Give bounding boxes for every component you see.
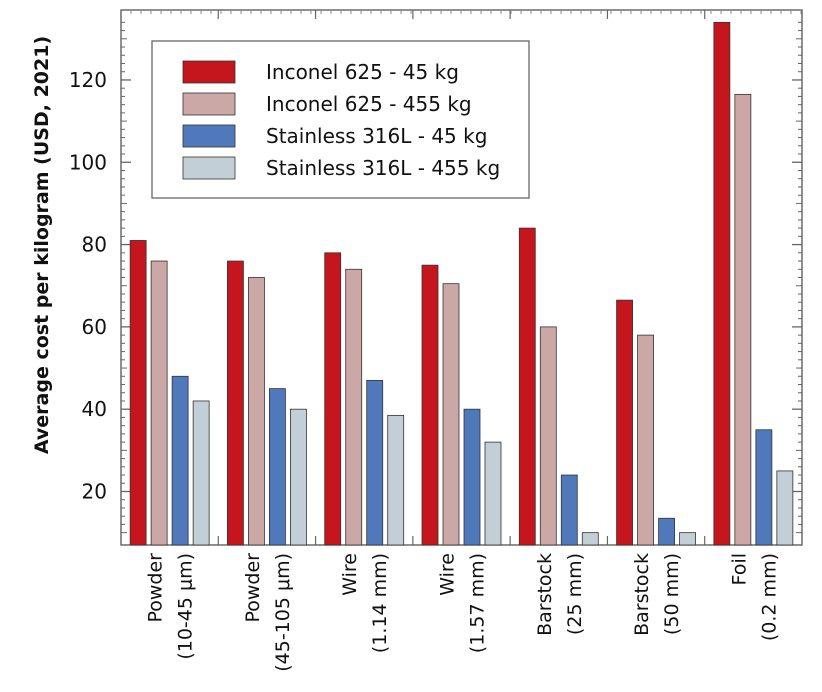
bar [421, 264, 439, 546]
bar [129, 240, 147, 546]
bar [366, 379, 384, 546]
x-category-label-line2: (50 mm) [661, 553, 683, 635]
bar [324, 252, 342, 546]
legend-entry: Stainless 316L - 455 kg [266, 156, 500, 180]
bar [248, 277, 265, 546]
y-axis-title: Average cost per kilogram (USD, 2021) [31, 36, 53, 454]
x-category-label-line1: Barstock [534, 553, 556, 636]
bar [679, 532, 696, 546]
legend-entry: Inconel 625 - 455 kg [266, 92, 472, 116]
x-category-label-line1: Barstock [631, 553, 653, 636]
bar [581, 532, 599, 546]
bar [637, 334, 654, 546]
x-category-label-line1: Foil [728, 553, 750, 585]
bar [192, 400, 210, 546]
x-category-label-line1: Wire [437, 553, 459, 596]
y-tick-labels: 20 40 60 80 100 120 [69, 68, 107, 504]
bar [616, 299, 633, 546]
bar [269, 388, 286, 546]
x-category-label-line2: (1.14 mm) [369, 553, 391, 653]
x-category-label-line2: (45-105 μm) [272, 553, 294, 672]
legend-swatch [182, 60, 236, 84]
bar [290, 408, 307, 546]
bar [387, 414, 405, 546]
legend-swatch [182, 156, 236, 180]
bar [539, 326, 557, 546]
x-category-label-line2: (25 mm) [564, 553, 586, 635]
bar [518, 227, 536, 546]
bar [734, 93, 752, 546]
bar [463, 408, 481, 546]
y-tick-label: 20 [82, 480, 107, 504]
x-category-label-line2: (1.57 mm) [467, 553, 489, 653]
bar [713, 21, 731, 546]
y-tick-label: 60 [82, 315, 107, 339]
bar [776, 470, 794, 546]
y-tick-label: 40 [82, 397, 107, 421]
x-category-label-line1: Powder [145, 553, 167, 623]
bar [171, 375, 189, 546]
bar [658, 517, 675, 546]
legend-swatch [182, 92, 236, 116]
bar [755, 429, 773, 546]
legend-entry: Stainless 316L - 45 kg [266, 124, 487, 148]
legend-swatch [182, 124, 236, 148]
bar [560, 474, 578, 546]
x-category-labels: Powder (10-45 μm) Powder (45-105 μm) Wire (1.… [145, 553, 781, 672]
y-tick-label: 100 [69, 150, 107, 174]
y-tick-label: 120 [69, 68, 107, 92]
x-category-label-line1: Wire [339, 553, 361, 596]
y-tick-label: 80 [82, 233, 107, 257]
bar [150, 260, 168, 546]
bar [484, 441, 502, 546]
bar [442, 283, 460, 546]
bars [129, 21, 794, 546]
bar [227, 260, 244, 546]
legend: Inconel 625 - 45 kg Inconel 625 - 455 kg S… [151, 40, 530, 199]
x-category-label-line2: (10-45 μm) [175, 553, 197, 660]
x-category-label-line1: Powder [242, 553, 264, 623]
x-category-label-line2: (0.2 mm) [758, 553, 780, 641]
bar [345, 268, 363, 546]
axis-ticks [120, 10, 803, 545]
legend-entry: Inconel 625 - 45 kg [266, 60, 459, 84]
